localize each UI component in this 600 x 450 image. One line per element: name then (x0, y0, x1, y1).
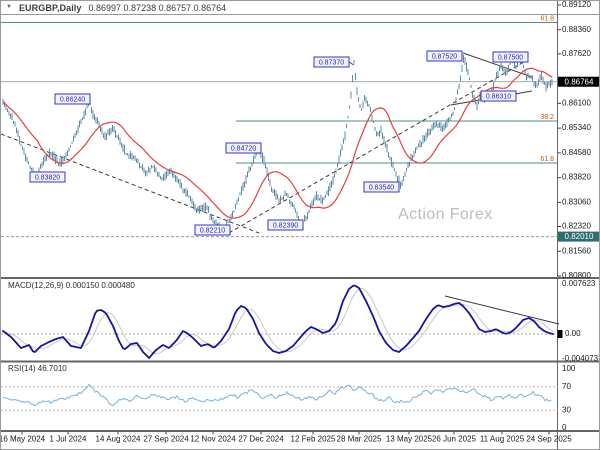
rsi-line (2, 383, 552, 407)
price-tick-label: 0.82320 (562, 222, 591, 231)
price-tick-label: 0.83060 (562, 198, 591, 207)
price-label-box (29, 171, 66, 183)
price-tick-label: 0.83820 (562, 173, 591, 182)
date-label: 27 Dec 2024 (238, 435, 284, 444)
ohlc-values: 0.86997 0.87238 0.86757 0.86764 (88, 2, 227, 13)
date-label: 26 Jun 2025 (432, 435, 477, 444)
moving-average-line (2, 67, 553, 219)
rsi-indicator-label: RSI(14) 46.7010 (8, 364, 67, 373)
macd-trendline[interactable] (444, 295, 560, 325)
fib-label: 61.8 (540, 156, 554, 163)
date-label: 24 Sep 2025 (526, 435, 572, 444)
macd-label: MACD(12,26,9) (8, 281, 64, 290)
price-label-box (194, 224, 231, 236)
fib-label: 61.8 (540, 15, 554, 22)
main-chart-plot-area[interactable] (1, 15, 557, 278)
trendline[interactable] (462, 52, 533, 78)
macd-values: 0.000150 0.000480 (65, 281, 135, 290)
price-tick-label: 0.84580 (562, 148, 591, 157)
price-tick-label: 0.80800 (562, 271, 591, 280)
rsi-axis-label: 0 (562, 423, 567, 432)
symbol-dropdown-icon[interactable]: ▼ (6, 4, 12, 10)
date-label: 1 Jul 2024 (50, 435, 87, 444)
price-tick-label: 0.89120 (562, 1, 591, 9)
date-label: 12 Nov 2024 (190, 435, 236, 444)
price-label-box (480, 90, 517, 102)
current-price-marker (558, 76, 599, 87)
chart-title-bar: ▼ EURGBP,Daily 0.86997 0.87238 0.86757 0… (6, 2, 226, 13)
date-label: 16 May 2024 (1, 435, 46, 444)
price-label: 0.87370 (319, 59, 344, 66)
price-label: 0.83540 (369, 184, 394, 191)
price-label-box (313, 56, 350, 68)
price-tick-label: 0.85340 (562, 123, 591, 132)
price-label: 0.83820 (35, 174, 60, 181)
date-label: 13 May 2025 (386, 435, 433, 444)
macd-current-marker (557, 330, 563, 338)
date-label: 11 Aug 2025 (480, 435, 525, 444)
watermark: Action Forex (398, 206, 493, 224)
trendline[interactable] (228, 61, 525, 234)
rsi-axis-label: 100 (562, 364, 576, 373)
support-level-value: 0.82010 (565, 232, 594, 241)
price-label-box (426, 50, 463, 62)
macd-indicator-label: MACD(12,26,9) 0.000150 0.000480 (8, 281, 135, 290)
macd-signal-line (2, 287, 554, 355)
price-label-box (363, 181, 400, 193)
symbol-period-label: EURGBP,Daily (18, 2, 82, 13)
support-level-marker (558, 231, 599, 242)
price-tick-label: 0.87620 (562, 49, 591, 58)
date-label: 14 Aug 2024 (96, 435, 141, 444)
price-label: 0.84720 (231, 145, 256, 152)
price-label: 0.86310 (486, 93, 511, 100)
price-label: 0.87520 (432, 53, 457, 60)
date-label: 27 Sep 2024 (143, 435, 189, 444)
fib-label: 38.2 (540, 114, 554, 121)
price-axis[interactable] (557, 1, 600, 450)
price-label-box (267, 219, 304, 231)
label-connector (348, 61, 355, 66)
price-tick-label: 0.86100 (562, 98, 591, 107)
price-label-box (225, 142, 262, 154)
date-label: 12 Feb 2025 (291, 435, 336, 444)
macd-axis-label: 0.00 (565, 329, 581, 338)
price-tick-label: 0.81560 (562, 246, 591, 255)
price-label: 0.87500 (498, 54, 523, 61)
date-label: 28 Mar 2025 (337, 435, 382, 444)
time-axis[interactable] (1, 431, 557, 450)
current-price-value: 0.86764 (565, 77, 594, 86)
macd-axis-label: -0.004073 (562, 354, 599, 363)
price-label-box (492, 51, 529, 63)
macd-line (2, 284, 554, 359)
macd-axis-label: 0.007623 (562, 279, 596, 288)
rsi-axis-label: 70 (562, 382, 571, 391)
price-label: 0.82390 (273, 222, 298, 229)
price-tick-label: 0.88360 (562, 25, 591, 34)
price-label: 0.82210 (200, 227, 225, 234)
rsi-value: 46.7010 (37, 364, 67, 373)
rsi-axis-label: 30 (562, 405, 571, 414)
price-label-box (54, 93, 91, 105)
rsi-label: RSI(14) (8, 364, 36, 373)
price-label: 0.86240 (60, 96, 85, 103)
